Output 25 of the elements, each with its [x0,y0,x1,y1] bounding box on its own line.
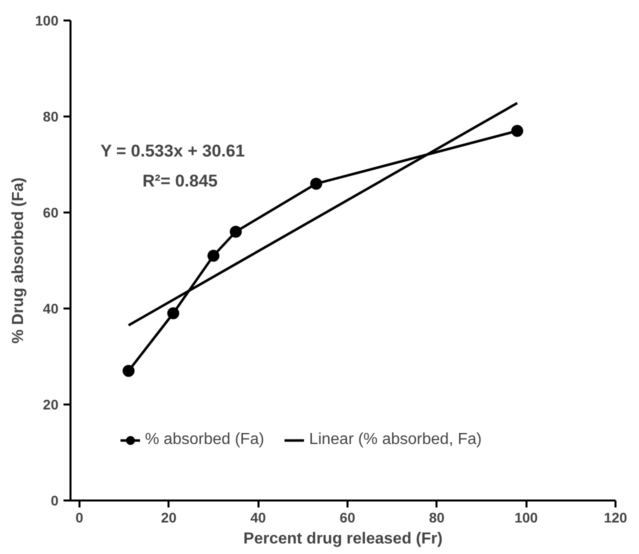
legend-label: % absorbed (Fa) [145,431,264,449]
point [167,307,180,320]
y-tick-label: 60 [42,204,59,220]
x-tick-label: 40 [250,510,266,526]
point [230,226,242,238]
legend-label: Linear (% absorbed, Fa) [309,431,482,449]
x-tick-label: 20 [160,510,177,526]
x-tick-label: 60 [340,510,356,526]
x-tick-label: 80 [429,510,445,526]
point [511,124,524,137]
x-tick-label: 0 [76,510,84,526]
y-tick-label: 40 [42,300,59,316]
point [310,178,322,190]
point [122,364,135,377]
y-tick-label: 20 [42,396,59,412]
point [207,250,220,262]
x-tick-label: 120 [604,510,628,526]
x-tick-label: 100 [514,510,538,526]
annotation: R²= 0.845 [142,172,218,190]
y-tick-label: 80 [42,108,59,124]
y-tick-label: 100 [35,12,59,28]
x-axis-title: Percent drug released (Fr) [243,530,443,548]
annotation: Y = 0.533x + 30.61 [100,142,245,160]
y-tick-label: 0 [50,492,59,508]
y-axis-title: % Drug absorbed (Fa) [10,177,28,344]
